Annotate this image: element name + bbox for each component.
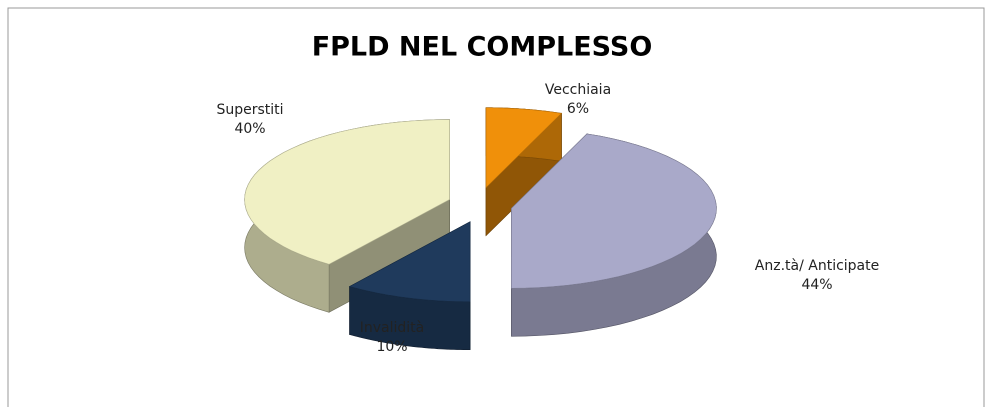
slice-value-label: 6%: [567, 101, 589, 117]
slice: [511, 133, 717, 337]
slice-value-label: 10%: [376, 339, 407, 355]
slice-top: [485, 107, 563, 189]
slice-top: [244, 119, 450, 265]
slice-label: Anz.tà/ Anticipate: [755, 258, 879, 274]
slice-top: [348, 221, 471, 302]
slice: [485, 107, 563, 237]
slice: [348, 221, 471, 350]
slice-value-label: 40%: [234, 121, 265, 137]
slice-label: Vecchiaia: [545, 82, 611, 98]
slice-label: Superstiti: [216, 102, 283, 118]
chart-title: FPLD NEL COMPLESSO: [312, 32, 653, 63]
slice-value-label: 44%: [801, 277, 832, 293]
slice-label: Invalidità: [360, 320, 425, 336]
slice-top: [511, 133, 717, 289]
chart-frame: [7, 7, 985, 407]
